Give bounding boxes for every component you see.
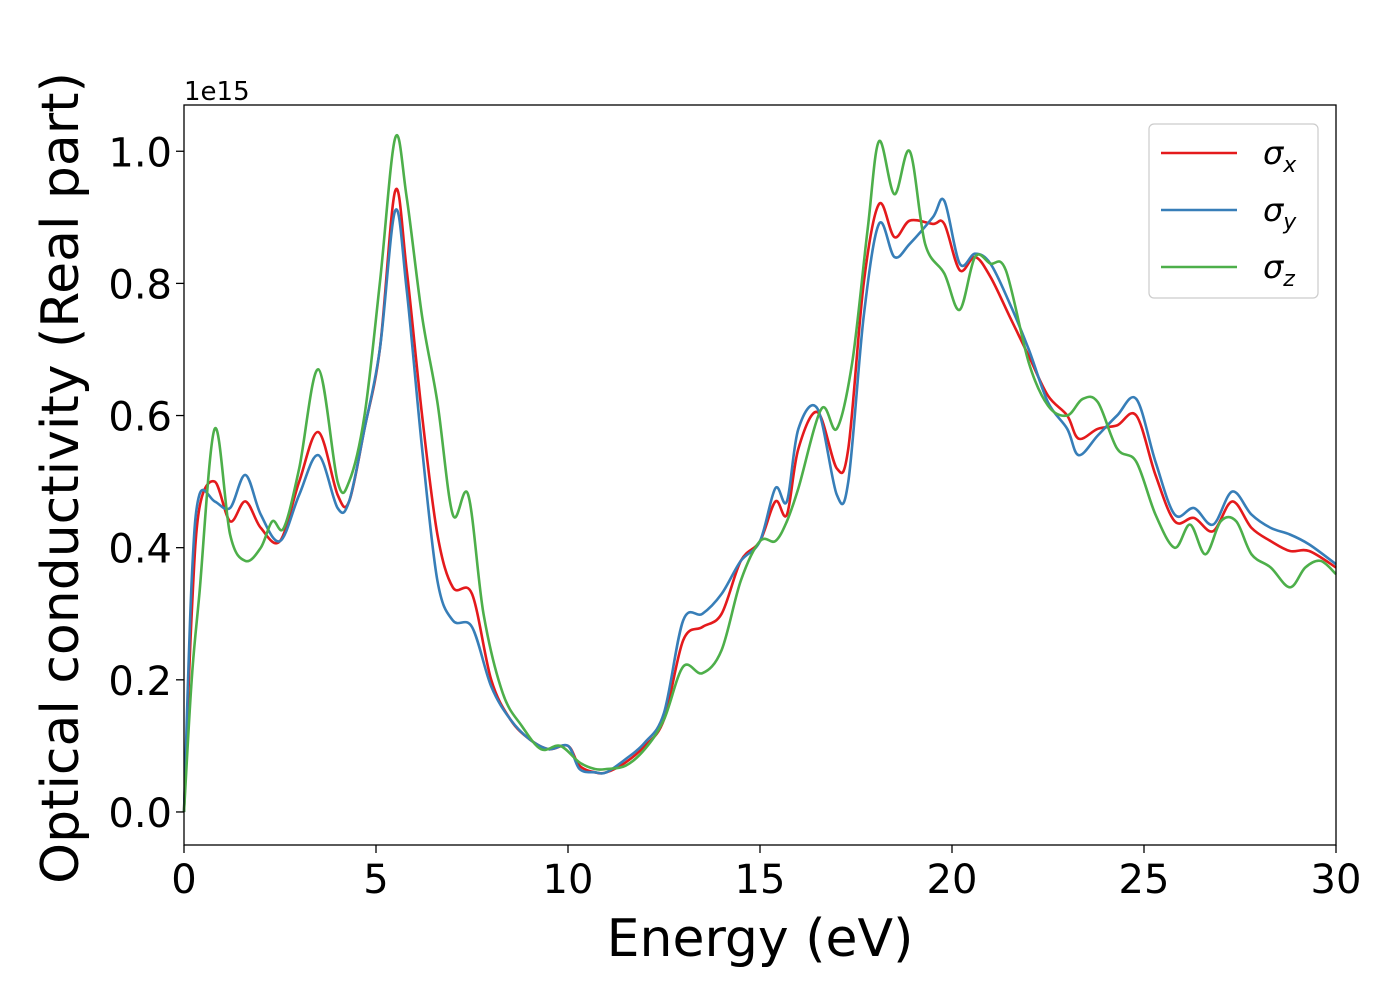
x-axis-title: Energy (eV) — [607, 909, 914, 969]
series-line-y — [182, 197, 1337, 813]
y-axis: 0.0 0.2 0.4 0.6 0.8 1.0 — [108, 130, 184, 837]
x-tick-label: 20 — [927, 857, 978, 903]
x-tick-label: 25 — [1119, 857, 1170, 903]
x-tick-label: 0 — [171, 857, 196, 903]
y-tick-label: 0.4 — [108, 527, 172, 573]
legend-label-x: σx — [1263, 134, 1297, 178]
x-tick-label: 30 — [1311, 857, 1362, 903]
legend-entries: σx σy σz — [1161, 134, 1297, 292]
y-tick-label: 0.6 — [108, 395, 172, 441]
series-line-z — [182, 134, 1337, 813]
series-layer — [182, 134, 1337, 813]
x-axis: 0 5 10 15 20 25 30 — [171, 845, 1361, 903]
y-tick-label: 0.8 — [108, 262, 172, 308]
y-tick-label: 1.0 — [108, 130, 172, 176]
legend-label-y: σy — [1263, 191, 1297, 235]
y-tick-label: 0.2 — [108, 659, 172, 705]
legend: σx σy σz — [1148, 123, 1319, 299]
x-tick-label: 15 — [735, 857, 786, 903]
y-offset-text: 1e15 — [184, 77, 250, 107]
x-tick-label: 10 — [543, 857, 594, 903]
legend-label-z: σz — [1263, 248, 1295, 292]
y-tick-label: 0.0 — [108, 791, 172, 837]
y-axis-title: Optical conductivity (Real part) — [31, 72, 91, 884]
x-tick-label: 5 — [363, 857, 388, 903]
